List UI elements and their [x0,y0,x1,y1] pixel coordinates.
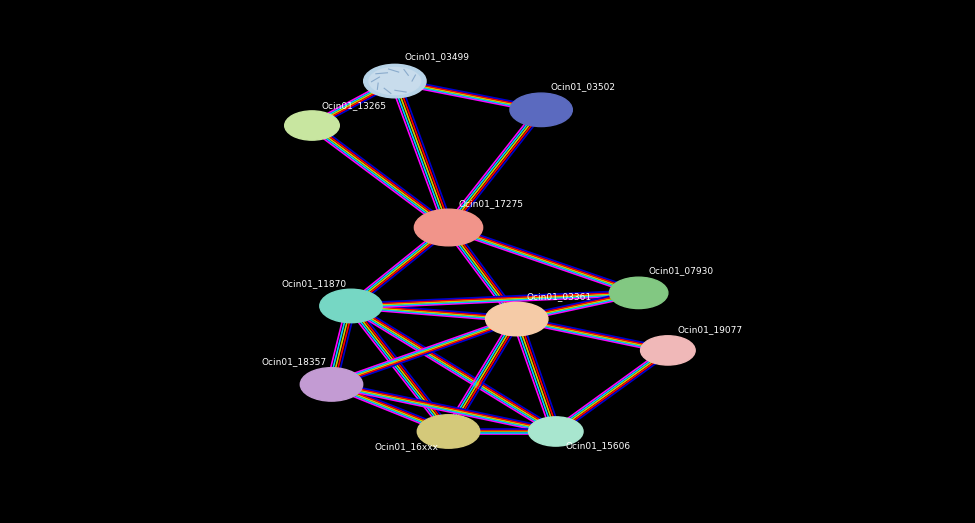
Circle shape [300,368,363,401]
Text: Ocin01_03502: Ocin01_03502 [551,83,616,92]
Text: Ocin01_13265: Ocin01_13265 [322,101,387,110]
Circle shape [528,417,583,446]
Circle shape [609,277,668,309]
Text: Ocin01_15606: Ocin01_15606 [566,441,631,450]
Circle shape [320,289,382,323]
Text: Ocin01_11870: Ocin01_11870 [281,279,346,288]
Circle shape [414,209,483,246]
Circle shape [417,415,480,448]
Circle shape [641,336,695,365]
Text: Ocin01_03499: Ocin01_03499 [405,52,470,61]
Circle shape [285,111,339,140]
Text: Ocin01_18357: Ocin01_18357 [261,358,327,367]
Text: Ocin01_03361: Ocin01_03361 [526,292,592,301]
Circle shape [486,302,548,336]
Text: Ocin01_16xxx: Ocin01_16xxx [374,442,439,451]
Text: Ocin01_07930: Ocin01_07930 [648,267,714,276]
Circle shape [364,64,426,98]
Text: Ocin01_17275: Ocin01_17275 [458,199,524,208]
Text: Ocin01_19077: Ocin01_19077 [678,325,743,334]
Circle shape [510,93,572,127]
Circle shape [369,67,421,95]
